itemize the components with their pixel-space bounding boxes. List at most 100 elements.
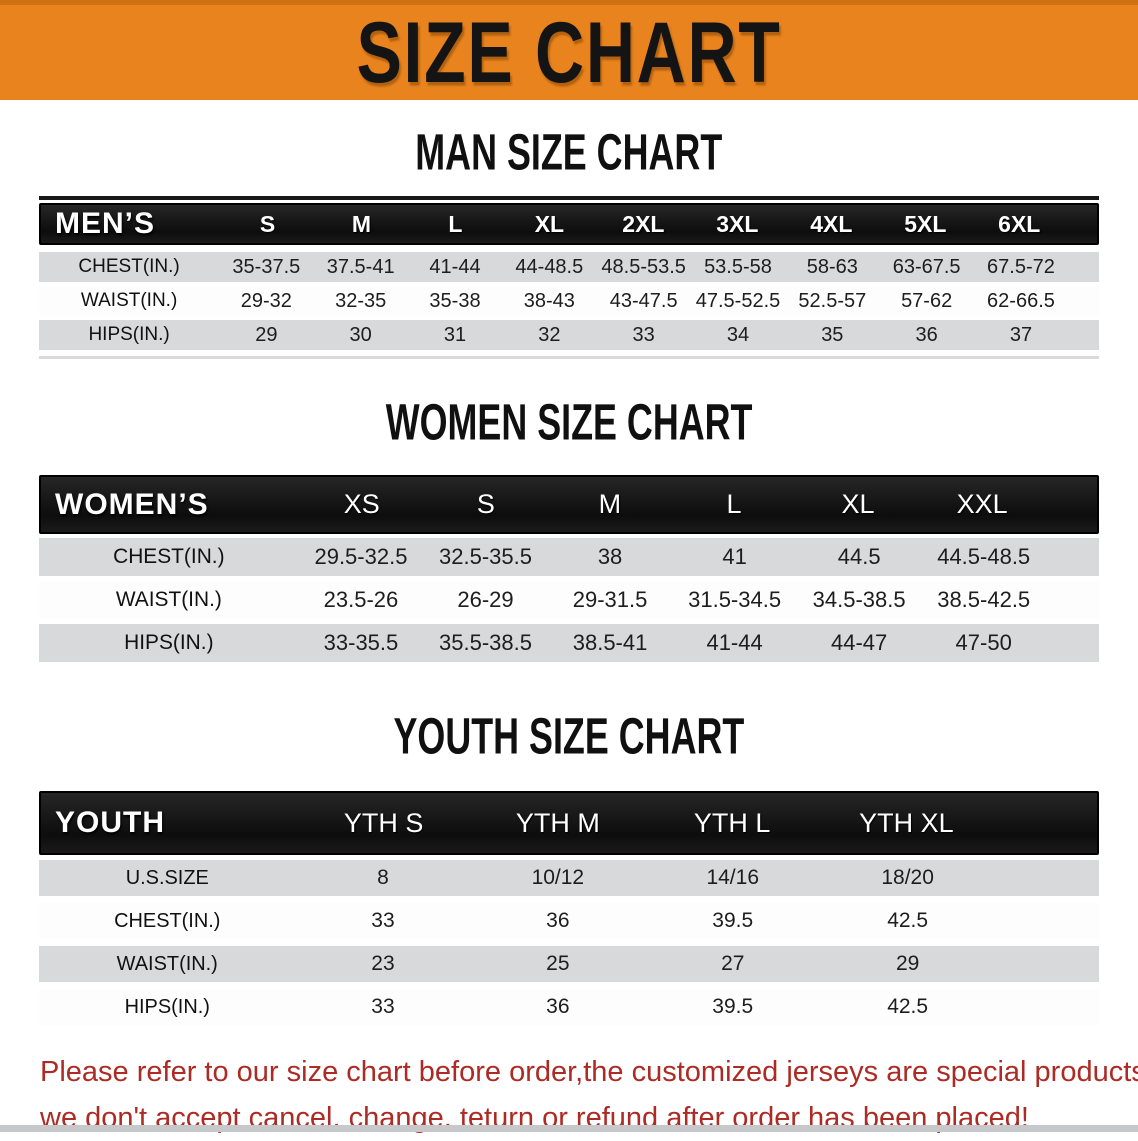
table-cell: 29 (255, 323, 278, 346)
table-cell: 44.5 (837, 544, 881, 569)
size-column-header: 4XL (810, 210, 853, 237)
table-cell: 35 (821, 323, 844, 346)
row-label: HIPS(IN.) (124, 995, 210, 1018)
table-row: U.S.SIZE 8 10/12 14/16 18/20 (39, 860, 1099, 896)
table-cell: 53.5-58 (704, 255, 772, 278)
table-cell: 30 (349, 323, 372, 346)
table-row: HIPS(IN.) 29 30 31 32 33 34 35 36 37 (39, 320, 1099, 350)
table-cell: 34 (726, 323, 750, 346)
men-section-heading-text: MAN SIZE CHART (415, 123, 723, 181)
table-cell: 29-31.5 (572, 587, 648, 612)
table-cell: 25 (546, 952, 570, 975)
table-cell: 67.5-72 (987, 255, 1055, 278)
men-section-heading: MAN SIZE CHART (0, 123, 1138, 181)
table-cell: 18/20 (881, 866, 934, 889)
size-column-header: L (726, 489, 742, 519)
table-cell: 10/12 (531, 866, 585, 889)
table-row: CHEST(IN.) 35-37.5 37.5-41 41-44 44-48.5 48.5… (39, 252, 1099, 282)
table-row: CHEST(IN.) 33 36 39.5 42.5 (39, 903, 1099, 939)
table-corner-label: YOUTH (55, 806, 165, 839)
youth-size-table: YOUTH YTH S YTH M YTH L YTH XL U.S.SIZE 8 10/12… (39, 791, 1099, 1025)
size-column-header: YTH L (693, 807, 771, 838)
table-cell: 43-47.5 (609, 289, 678, 312)
row-label: HIPS(IN.) (124, 631, 214, 654)
table-cell: 31 (443, 323, 467, 346)
table-cell: 39.5 (712, 995, 754, 1018)
table-cell: 33-35.5 (323, 630, 399, 655)
youth-section-heading: YOUTH SIZE CHART (0, 707, 1138, 765)
table-cell: 34.5-38.5 (812, 587, 906, 612)
table-cell: 36 (546, 909, 570, 932)
women-size-section: WOMEN SIZE CHART WOMEN’S XS S M L XL XXL CHEST(… (0, 393, 1138, 662)
table-row: WAIST(IN.) 29-32 32-35 35-38 38-43 43-47.5 47.… (39, 286, 1099, 316)
table-cell: 36 (915, 323, 938, 346)
size-column-header: 5XL (904, 210, 947, 237)
size-column-header: XS (343, 489, 380, 519)
table-cell: 29 (895, 952, 920, 975)
table-cell: 32 (538, 323, 561, 346)
women-size-table: WOMEN’S XS S M L XL XXL CHEST(IN.) 29.5-32.5 32.5… (39, 475, 1099, 662)
table-cell: 47-50 (955, 630, 1012, 655)
table-cell: 42.5 (887, 909, 929, 932)
table-cell: 33 (371, 909, 395, 932)
table-cell: 35-37.5 (232, 255, 301, 278)
table-row: WAIST(IN.) 23 25 27 29 (39, 946, 1099, 982)
table-cell: 42.5 (887, 995, 929, 1018)
table-corner-label: WOMEN’S (55, 487, 209, 521)
men-size-table: MEN’S S M L XL 2XL 3XL 4XL 5XL 6XL CHEST(IN.) 35-37… (39, 196, 1099, 359)
women-section-heading: WOMEN SIZE CHART (0, 393, 1138, 451)
table-cell: 31.5-34.5 (688, 587, 782, 612)
size-column-header: XXL (956, 489, 1008, 519)
women-section-heading-text: WOMEN SIZE CHART (385, 393, 753, 451)
row-label: CHEST(IN.) (113, 545, 225, 568)
table-cell: 44-47 (831, 630, 888, 655)
table-cell: 38.5-41 (572, 630, 648, 655)
table-cell: 23 (371, 952, 395, 975)
size-column-header: M (598, 489, 622, 519)
table-cell: 33 (632, 323, 655, 346)
banner: SIZE CHART (0, 0, 1138, 100)
youth-section-heading-text: YOUTH SIZE CHART (393, 707, 745, 765)
table-cell: 41-44 (706, 630, 763, 655)
table-cell: 41 (722, 544, 747, 569)
men-size-section: MAN SIZE CHART MEN’S S M L XL 2XL 3XL 4XL 5XL 6XL… (0, 123, 1138, 359)
youth-size-section: YOUTH SIZE CHART YOUTH YTH S YTH M YTH L YTH… (0, 707, 1138, 1025)
table-cell: 35.5-38.5 (439, 630, 532, 655)
size-column-header: XL (841, 489, 875, 519)
table-cell: 36 (546, 995, 570, 1018)
table-cell: 44-48.5 (515, 255, 584, 278)
table-cell: 47.5-52.5 (695, 289, 781, 312)
table-cell: 23.5-26 (323, 587, 399, 612)
table-row: HIPS(IN.) 33-35.5 35.5-38.5 38.5-41 41-44 44-… (39, 624, 1099, 662)
table-cell: 63-67.5 (892, 255, 961, 278)
table-cell: 57-62 (901, 289, 953, 312)
table-cell: 38-43 (523, 289, 575, 312)
bottom-edge-strip (0, 1125, 1138, 1132)
size-column-header: L (448, 210, 463, 237)
row-label: WAIST(IN.) (115, 588, 222, 611)
table-row: CHEST(IN.) 29.5-32.5 32.5-35.5 38 41 44.5 44.5… (39, 538, 1099, 576)
table-header-bar: WOMEN’S XS S M L XL XXL (39, 475, 1099, 534)
table-cell: 37 (1009, 323, 1033, 346)
table-cell: 38.5-42.5 (937, 587, 1031, 612)
size-column-header: 2XL (622, 210, 665, 237)
size-column-header: XL (534, 210, 565, 237)
table-cell: 27 (721, 952, 745, 975)
table-cell: 52.5-57 (798, 289, 867, 312)
table-corner-label: MEN’S (55, 207, 156, 240)
row-label: CHEST(IN.) (78, 256, 180, 277)
size-column-header: S (259, 210, 276, 237)
table-row: HIPS(IN.) 33 36 39.5 42.5 (39, 989, 1099, 1025)
table-cell: 48.5-53.5 (601, 255, 686, 278)
table-cell: 41-44 (429, 255, 481, 278)
size-column-header: YTH XL (859, 807, 954, 838)
table-row: WAIST(IN.) 23.5-26 26-29 29-31.5 31.5-34.5 34… (39, 581, 1099, 619)
disclaimer-line1: Please refer to our size chart before or… (40, 1056, 1138, 1088)
page-title: SIZE CHART (356, 3, 782, 101)
size-column-header: YTH M (515, 807, 600, 838)
table-cell: 37.5-41 (326, 255, 395, 278)
table-cell: 62-66.5 (987, 289, 1055, 312)
row-label: WAIST(IN.) (80, 290, 178, 311)
table-header-bar: YOUTH YTH S YTH M YTH L YTH XL (39, 791, 1099, 855)
